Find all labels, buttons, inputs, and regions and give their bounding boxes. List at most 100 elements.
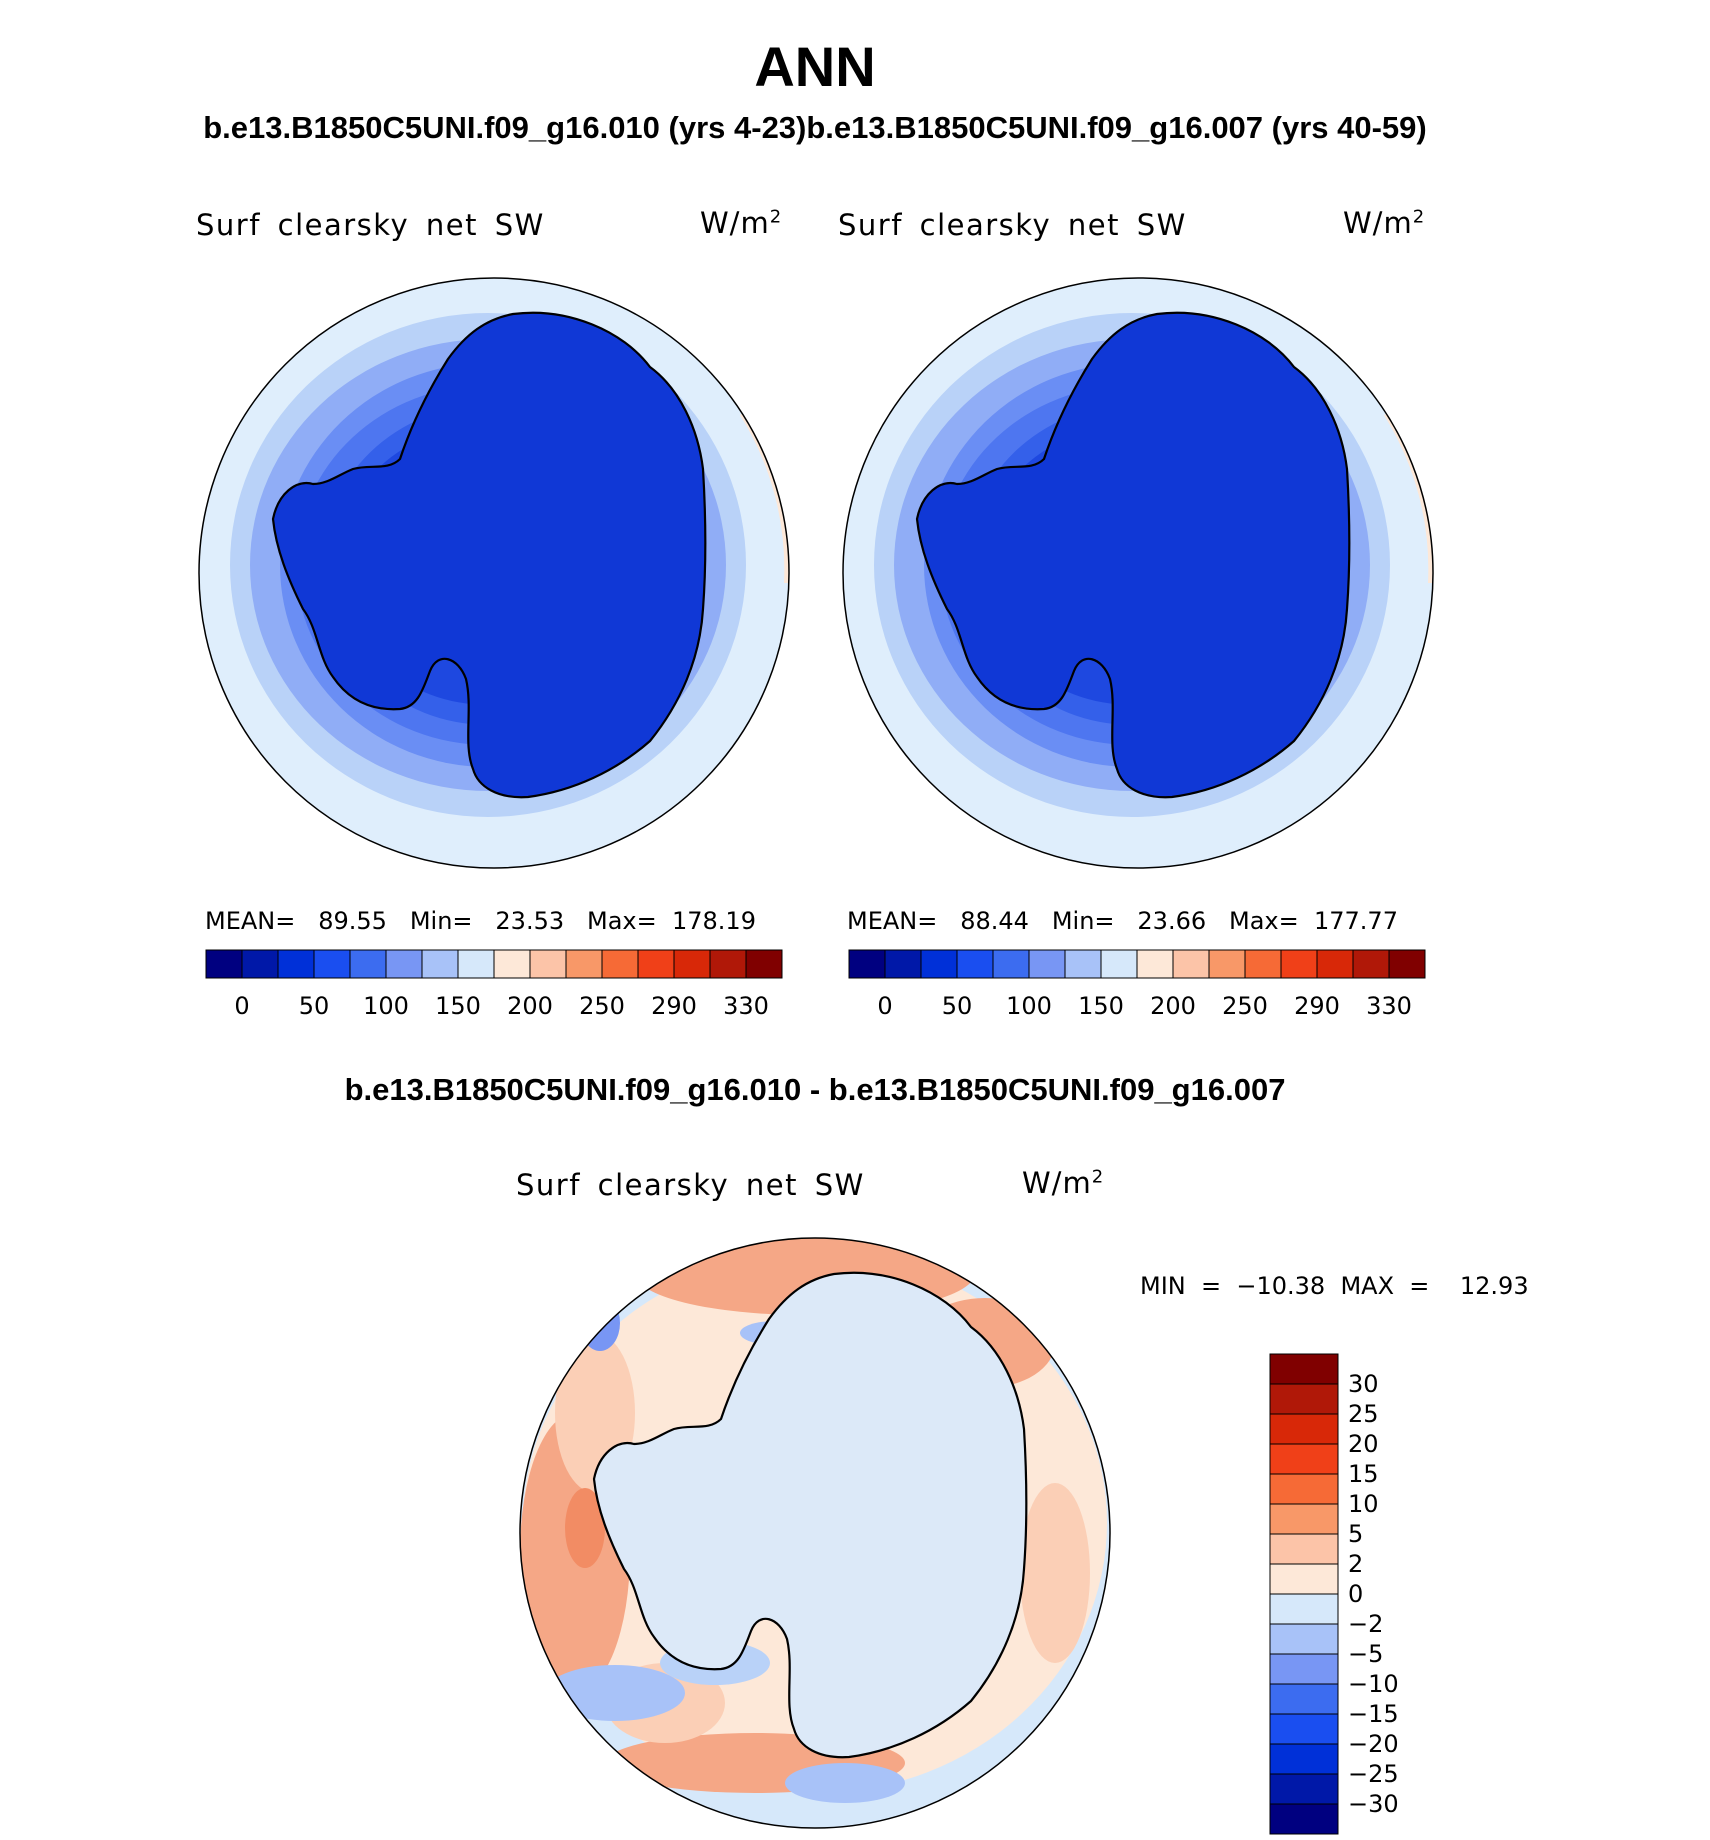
diff-map-boundary (519, 1237, 1111, 1829)
colorbar-swatch (1269, 1683, 1339, 1715)
colorbar-swatch (1269, 1473, 1339, 1505)
colorbar-swatch (1172, 949, 1210, 979)
colorbar-tick-label: −25 (1348, 1760, 1399, 1788)
colorbar-swatch (1269, 1353, 1339, 1385)
colorbar-tick-label: 10 (1348, 1490, 1379, 1518)
negative-anomaly-patch (580, 1295, 620, 1351)
colorbar-tick-label: 330 (1366, 992, 1412, 1020)
colorbar-swatch (1269, 1713, 1339, 1745)
map-panel-2 (842, 277, 1434, 869)
colorbar-swatch (385, 949, 423, 979)
panel2-units-exponent: 2 (1412, 206, 1426, 228)
colorbar-swatch (745, 949, 783, 979)
colorbar-tick-label: 30 (1348, 1370, 1379, 1398)
colorbar-swatch (1269, 1803, 1339, 1835)
colorbar-swatch (1316, 949, 1354, 979)
colorbar-swatch (1136, 949, 1174, 979)
colorbar-tick-label: 290 (1294, 992, 1340, 1020)
colorbar-swatch (848, 949, 886, 979)
colorbar-tick-label: −5 (1348, 1640, 1383, 1668)
colorbar-tick-label: 330 (723, 992, 769, 1020)
colorbar-tick-label: 0 (234, 992, 249, 1020)
colorbar-tick-label: −15 (1348, 1700, 1399, 1728)
colorbar-swatch (1280, 949, 1318, 979)
colorbar-tick-label: 150 (435, 992, 481, 1020)
colorbar-tick-label: 290 (651, 992, 697, 1020)
colorbar-swatch (421, 949, 459, 979)
colorbar-swatch (1100, 949, 1138, 979)
colorbar-swatch (1269, 1743, 1339, 1775)
colorbar-swatch (956, 949, 994, 979)
colorbar-swatch (1269, 1533, 1339, 1565)
colorbar-tick-label: −30 (1348, 1790, 1399, 1818)
colorbar-tick-label: 15 (1348, 1460, 1379, 1488)
colorbar-swatch (1244, 949, 1282, 979)
colorbar-tick-label: 150 (1078, 992, 1124, 1020)
colorbar-swatch (1269, 1773, 1339, 1805)
diff-minmax-stats: MIN = −10.38 MAX = 12.93 (1140, 1272, 1529, 1300)
diff-map-fields (520, 1238, 1110, 1828)
colorbar-swatch (992, 949, 1030, 979)
colorbar-swatch (277, 949, 315, 979)
panel2-stats: MEAN= 88.44 Min= 23.66 Max= 177.77 (847, 907, 1398, 935)
colorbar-tick-label: 100 (1006, 992, 1052, 1020)
colorbar-swatch (709, 949, 747, 979)
colorbar-swatch (565, 949, 603, 979)
colorbar-swatch (1388, 949, 1426, 979)
colorbar-swatch (493, 949, 531, 979)
colorbar-swatch (457, 949, 495, 979)
diff-units-base: W/m (1022, 1166, 1092, 1200)
map-1-boundary (198, 277, 790, 869)
colorbar-swatch (1028, 949, 1066, 979)
page-title: ANN (754, 35, 876, 98)
colorbar-tick-label: 250 (1222, 992, 1268, 1020)
colorbar-tick-label: 25 (1348, 1400, 1379, 1428)
negative-anomaly-patch (785, 1763, 905, 1803)
colorbar-swatch (637, 949, 675, 979)
diff-units-label: W/m2 (1022, 1166, 1104, 1200)
colorbar-panel-2: 0 50 100 150 200 250 290 330 (848, 949, 1426, 1020)
difference-title: b.e13.B1850C5UNI.f09_g16.010 - b.e13.B18… (344, 1072, 1286, 1107)
colorbar-swatch (205, 949, 243, 979)
colorbar-tick-label: 250 (579, 992, 625, 1020)
colorbar-swatch (1269, 1503, 1339, 1535)
panel2-variable-label: Surf clearsky net SW (838, 208, 1187, 242)
colorbar-swatch (1269, 1383, 1339, 1415)
colorbar-tick-label: 5 (1348, 1520, 1363, 1548)
colorbar-swatch (349, 949, 387, 979)
colorbar-tick-label: 0 (1348, 1580, 1363, 1608)
colorbar-tick-label: 50 (942, 992, 973, 1020)
map-2-fields (843, 278, 1433, 868)
colorbar-swatch (1269, 1443, 1339, 1475)
map-panel-diff (519, 1237, 1111, 1829)
panel1-variable-label: Surf clearsky net SW (196, 208, 545, 242)
colorbar-swatch (1064, 949, 1102, 979)
panel1-units-label: W/m2 (700, 206, 782, 240)
colorbar-swatch (1269, 1593, 1339, 1625)
colorbar-tick-label: −10 (1348, 1670, 1399, 1698)
panel2-units-label: W/m2 (1343, 206, 1425, 240)
colorbar-tick-label: −2 (1348, 1610, 1383, 1638)
diff-units-exponent: 2 (1091, 1166, 1105, 1188)
map-panel-1 (198, 277, 790, 869)
colorbar-tick-label: 100 (363, 992, 409, 1020)
case-subtitle-right: b.e13.B1850C5UNI.f09_g16.007 (yrs 40-59) (806, 110, 1427, 145)
colorbar-tick-label: 20 (1348, 1430, 1379, 1458)
colorbar-swatch (884, 949, 922, 979)
colorbar-swatch (1208, 949, 1246, 979)
map-1-fields (199, 278, 789, 868)
colorbar-swatch (1352, 949, 1390, 979)
colorbar-tick-label: 200 (507, 992, 553, 1020)
diff-variable-label: Surf clearsky net SW (516, 1168, 865, 1202)
case-subtitle-left: b.e13.B1850C5UNI.f09_g16.010 (yrs 4-23) (203, 110, 807, 145)
colorbar-swatch (1269, 1563, 1339, 1595)
panel2-units-base: W/m (1343, 206, 1413, 240)
colorbar-panel-1: 0 50 100 150 200 250 290 330 (205, 949, 783, 1020)
colorbar-swatch (920, 949, 958, 979)
colorbar-swatch (241, 949, 279, 979)
case-subtitle: b.e13.B1850C5UNI.f09_g16.010 (yrs 4-23)b… (0, 110, 1630, 146)
panel1-stats: MEAN= 89.55 Min= 23.53 Max= 178.19 (205, 907, 756, 935)
negative-anomaly-patch (545, 1665, 685, 1721)
